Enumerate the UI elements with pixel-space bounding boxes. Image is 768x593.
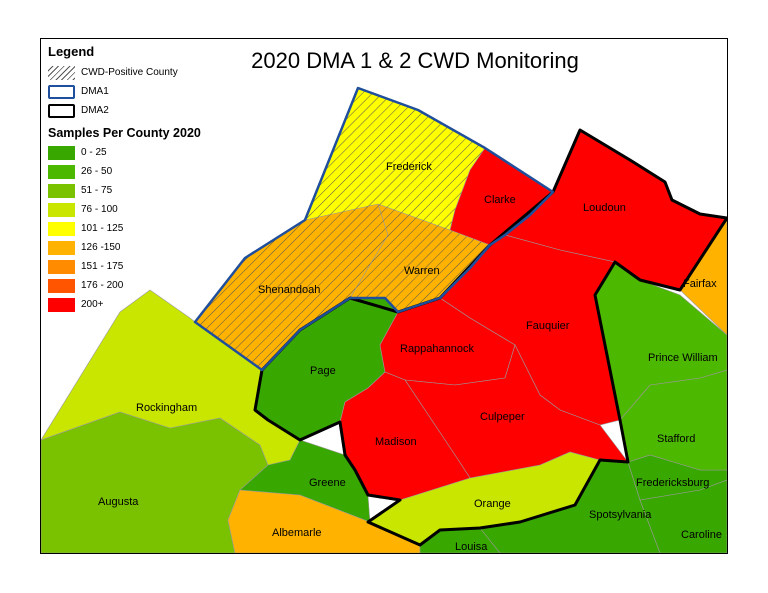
label-clarke: Clarke <box>484 194 516 206</box>
legend-class-row: 0 - 25 <box>48 143 228 162</box>
label-greene: Greene <box>309 477 346 489</box>
dma1-outline <box>193 86 555 372</box>
dma2-swatch <box>48 103 75 118</box>
label-rappahannock: Rappahannock <box>400 343 475 355</box>
legend-dma2-label: DMA2 <box>81 105 109 116</box>
label-warren: Warren <box>404 265 440 277</box>
label-madison: Madison <box>375 436 417 448</box>
legend-class-row: 126 -150 <box>48 238 228 257</box>
legend-class-label: 126 -150 <box>81 242 121 253</box>
label-page: Page <box>310 365 336 377</box>
label-fauquier: Fauquier <box>526 320 570 332</box>
dma1-swatch <box>48 84 75 99</box>
legend-class-row: 200+ <box>48 295 228 314</box>
legend-class-row: 176 - 200 <box>48 276 228 295</box>
legend-classes: 0 - 25 26 - 50 51 - 75 76 - 100 101 - 125 126… <box>48 143 228 314</box>
legend-class-row: 76 - 100 <box>48 200 228 219</box>
label-culpeper: Culpeper <box>480 411 525 423</box>
legend-cwd-positive: CWD-Positive County <box>48 63 228 82</box>
label-stafford: Stafford <box>657 433 695 445</box>
legend-dma1-label: DMA1 <box>81 86 109 97</box>
legend-class-swatch <box>48 278 75 293</box>
legend-class-swatch <box>48 202 75 217</box>
legend-class-label: 0 - 25 <box>81 147 107 158</box>
legend-class-label: 26 - 50 <box>81 166 113 177</box>
legend-class-label: 176 - 200 <box>81 280 124 291</box>
legend-class-swatch <box>48 221 75 236</box>
legend-class-label: 151 - 175 <box>81 261 124 272</box>
label-orange: Orange <box>474 498 511 510</box>
hatch-swatch <box>48 65 75 80</box>
label-louisa: Louisa <box>455 541 488 553</box>
label-frederick: Frederick <box>386 161 432 173</box>
legend-class-swatch <box>48 240 75 255</box>
label-caroline: Caroline <box>681 529 722 541</box>
county-culpeper <box>404 344 629 479</box>
legend-class-row: 26 - 50 <box>48 162 228 181</box>
legend-class-row: 51 - 75 <box>48 181 228 200</box>
legend-class-swatch <box>48 183 75 198</box>
legend-class-swatch <box>48 145 75 160</box>
label-prince-william: Prince William <box>648 352 718 364</box>
legend-class-row: 151 - 175 <box>48 257 228 276</box>
legend-samples-heading: Samples Per County 2020 <box>48 126 201 140</box>
legend: Legend CWD-Positive County DMA1 DMA2 Sam… <box>48 44 228 314</box>
legend-class-label: 76 - 100 <box>81 204 118 215</box>
map-title: 2020 DMA 1 & 2 CWD Monitoring <box>251 48 579 73</box>
dma2-outline <box>253 128 727 547</box>
legend-class-swatch <box>48 164 75 179</box>
label-shenandoah: Shenandoah <box>258 284 320 296</box>
label-rockingham: Rockingham <box>136 402 197 414</box>
label-albemarle: Albemarle <box>272 527 322 539</box>
legend-class-swatch <box>48 259 75 274</box>
label-augusta: Augusta <box>98 496 139 508</box>
legend-class-row: 101 - 125 <box>48 219 228 238</box>
label-spotsylvania: Spotsylvania <box>589 509 652 521</box>
label-fredericksburg: Fredericksburg <box>636 477 709 489</box>
label-fairfax: Fairfax <box>683 278 717 290</box>
legend-heading: Legend <box>48 44 95 59</box>
legend-class-swatch <box>48 297 75 312</box>
legend-cwd-label: CWD-Positive County <box>81 67 178 78</box>
legend-dma1: DMA1 <box>48 82 228 101</box>
label-loudoun: Loudoun <box>583 202 626 214</box>
legend-class-label: 51 - 75 <box>81 185 113 196</box>
legend-dma2: DMA2 <box>48 101 228 120</box>
legend-class-label: 200+ <box>81 299 104 310</box>
legend-class-label: 101 - 125 <box>81 223 124 234</box>
